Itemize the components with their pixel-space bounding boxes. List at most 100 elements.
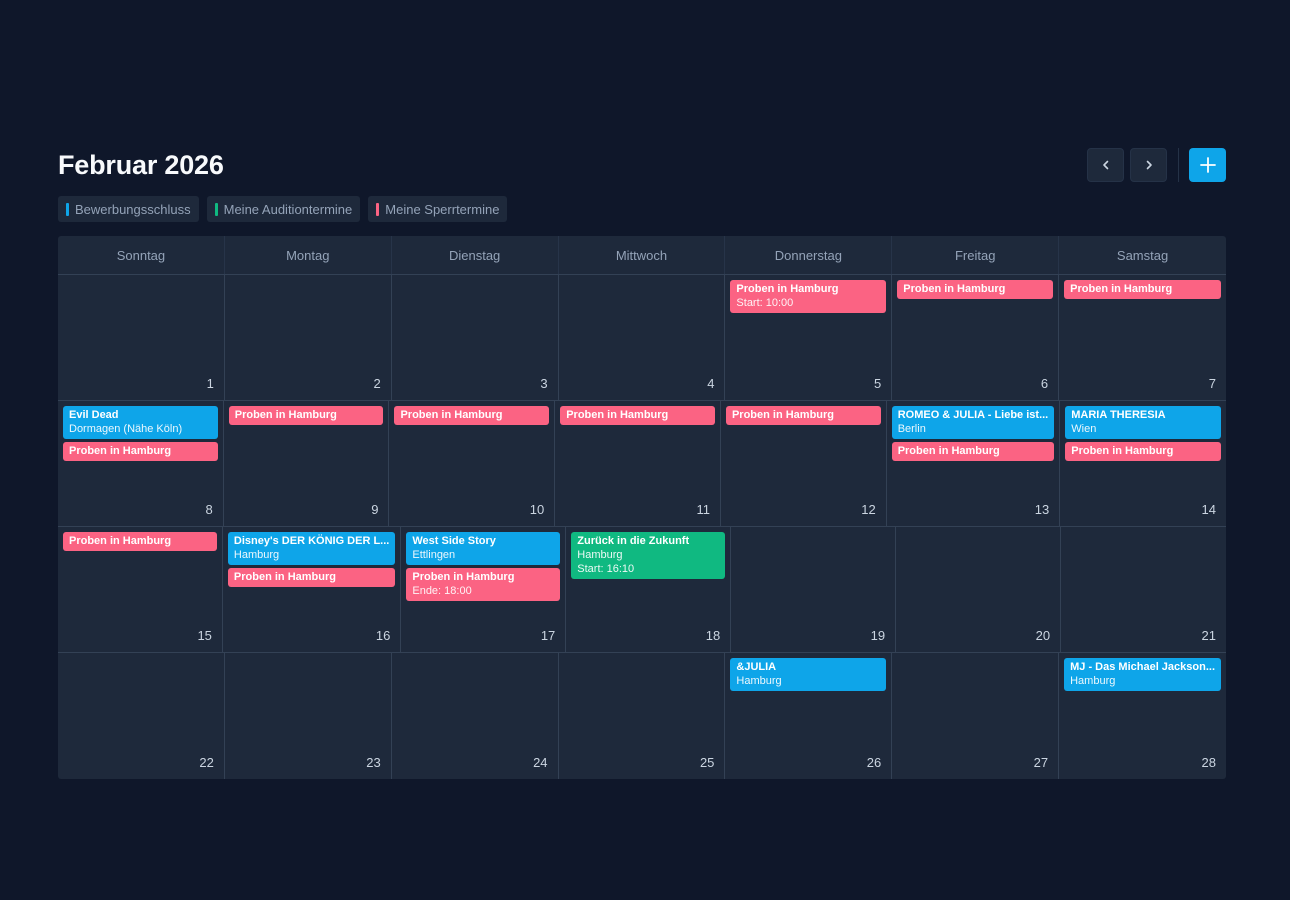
event-title: Proben in Hamburg: [233, 571, 336, 583]
calendar-nav: [1081, 148, 1226, 182]
legend-item[interactable]: Meine Sperrtermine: [368, 196, 508, 222]
calendar-day-cell[interactable]: ROMEO & JULIA - Liebe ist... Berlin Proben…: [887, 401, 1061, 526]
calendar-day-cell[interactable]: 20: [896, 527, 1062, 652]
calendar-day-cell[interactable]: 24: [392, 653, 559, 779]
calendar-day-cell[interactable]: Proben in Hamburg 9: [224, 401, 390, 526]
calendar-day-cell[interactable]: Proben in Hamburg 10: [389, 401, 556, 526]
event-title: MJ - Das Michael Jackson...: [1070, 661, 1215, 673]
calendar-page: Februar 2026 Bewerbungsschluss Meine Audi…: [58, 148, 1226, 779]
calendar-day-cell[interactable]: Proben in Hamburg Start: 10:00 5: [725, 275, 893, 400]
plus-icon: [1199, 157, 1216, 173]
calendar-event[interactable]: Proben in Hamburg: [1064, 280, 1221, 299]
calendar-day-cell[interactable]: 22: [58, 653, 225, 779]
calendar-day-cell[interactable]: MJ - Das Michael Jackson... Hamburg 28: [1059, 653, 1226, 779]
weekday-label: Donnerstag: [725, 236, 893, 274]
calendar-day-cell[interactable]: 19: [731, 527, 897, 652]
day-number: 17: [540, 628, 556, 643]
calendar-week-row: Proben in Hamburg 15 Disney's DER KÖNIG DE…: [58, 527, 1226, 653]
calendar-day-cell[interactable]: 25: [559, 653, 726, 779]
calendar-event[interactable]: Zurück in die Zukunft Hamburg Start: 16:10: [571, 532, 726, 579]
event-title: Proben in Hamburg: [736, 283, 839, 295]
day-number: 14: [1201, 502, 1216, 517]
calendar-event[interactable]: West Side Story Ettlingen: [406, 532, 561, 565]
calendar-day-cell[interactable]: 23: [225, 653, 392, 779]
calendar-event[interactable]: Evil Dead Dormagen (Nähe Köln): [63, 406, 218, 439]
event-detail: Hamburg: [577, 549, 623, 561]
calendar-event[interactable]: Proben in Hamburg: [63, 532, 217, 551]
calendar-grid: Sonntag Montag Dienstag Mittwoch Donnerstag F…: [58, 236, 1226, 779]
legend-item[interactable]: Meine Auditiontermine: [206, 196, 361, 222]
calendar-weeks: 1 2 3 4 Proben in Hamburg Start: 10:00 5 Proben…: [58, 275, 1226, 779]
legend-item[interactable]: Bewerbungsschluss: [58, 196, 199, 222]
calendar-day-cell[interactable]: 21: [1061, 527, 1226, 652]
day-number: 21: [1201, 628, 1216, 643]
event-title: Proben in Hamburg: [1070, 283, 1173, 295]
calendar-day-cell[interactable]: 1: [58, 275, 225, 400]
calendar-event[interactable]: Proben in Hamburg: [227, 568, 396, 587]
calendar-event[interactable]: ROMEO & JULIA - Liebe ist... Berlin: [891, 406, 1055, 439]
weekday-label: Freitag: [892, 236, 1060, 274]
calendar-day-cell[interactable]: MARIA THERESIA Wien Proben in Hamburg 14: [1060, 401, 1226, 526]
event-detail: Berlin: [897, 423, 926, 435]
event-title: Proben in Hamburg: [566, 409, 669, 421]
calendar-day-cell[interactable]: 2: [225, 275, 392, 400]
calendar-event[interactable]: MJ - Das Michael Jackson... Hamburg: [1064, 658, 1221, 691]
calendar-day-cell[interactable]: Proben in Hamburg 15: [58, 527, 223, 652]
event-detail: Wien: [1071, 423, 1097, 435]
day-number: 24: [533, 755, 548, 770]
calendar-event[interactable]: MARIA THERESIA Wien: [1065, 406, 1221, 439]
day-number: 11: [696, 502, 710, 517]
weekday-label: Dienstag: [392, 236, 559, 274]
calendar-event[interactable]: Proben in Hamburg: [560, 406, 715, 425]
prev-month-button[interactable]: [1087, 148, 1124, 182]
calendar-event[interactable]: Proben in Hamburg Start: 10:00: [730, 280, 887, 313]
event-title: Proben in Hamburg: [69, 445, 172, 457]
calendar-week-row: Evil Dead Dormagen (Nähe Köln) Proben in H…: [58, 401, 1226, 527]
event-title: MARIA THERESIA: [1071, 409, 1166, 421]
calendar-event[interactable]: Proben in Hamburg: [1065, 442, 1221, 461]
calendar-day-cell[interactable]: 27: [892, 653, 1060, 779]
weekday-header: Sonntag Montag Dienstag Mittwoch Donnerstag F…: [58, 236, 1226, 275]
page-title: Februar 2026: [58, 150, 224, 180]
calendar-event[interactable]: Proben in Hamburg: [725, 406, 881, 425]
calendar-day-cell[interactable]: 3: [392, 275, 559, 400]
calendar-day-cell[interactable]: Proben in Hamburg 6: [892, 275, 1060, 400]
calendar-event[interactable]: Disney's DER KÖNIG DER L... Hamburg: [227, 532, 396, 565]
calendar-day-cell[interactable]: Disney's DER KÖNIG DER L... Hamburg Proben…: [223, 527, 402, 652]
day-number: 2: [373, 376, 381, 391]
weekday-label: Mittwoch: [559, 236, 726, 274]
calendar-day-cell[interactable]: Evil Dead Dormagen (Nähe Köln) Proben in H…: [58, 401, 224, 526]
chevron-right-icon: [1146, 160, 1152, 170]
event-title: Proben in Hamburg: [69, 535, 172, 547]
calendar-event[interactable]: &JULIA Hamburg: [730, 658, 887, 691]
event-title: Proben in Hamburg: [903, 283, 1006, 295]
calendar-event[interactable]: Proben in Hamburg: [63, 442, 218, 461]
calendar-event[interactable]: Proben in Hamburg: [897, 280, 1054, 299]
add-event-button[interactable]: [1189, 148, 1226, 182]
weekday-label: Sonntag: [58, 236, 225, 274]
calendar-event[interactable]: Proben in Hamburg: [228, 406, 384, 425]
calendar-day-cell[interactable]: Proben in Hamburg 7: [1059, 275, 1226, 400]
legend-label: Meine Auditiontermine: [223, 201, 353, 217]
day-number: 25: [699, 755, 715, 770]
day-number: 22: [199, 755, 214, 770]
day-number: 10: [529, 502, 545, 517]
event-title: &JULIA: [736, 661, 777, 673]
legend-label: Meine Sperrtermine: [385, 201, 500, 217]
calendar-event[interactable]: Proben in Hamburg: [891, 442, 1055, 461]
next-month-button[interactable]: [1130, 148, 1167, 182]
legend-color-bar: [214, 202, 218, 216]
event-detail: Dormagen (Nähe Köln): [69, 423, 183, 435]
calendar-day-cell[interactable]: Proben in Hamburg 12: [721, 401, 887, 526]
calendar-day-cell[interactable]: West Side Story Ettlingen Proben in Hambur…: [401, 527, 567, 652]
calendar-day-cell[interactable]: 4: [559, 275, 726, 400]
calendar-day-cell[interactable]: Proben in Hamburg 11: [555, 401, 721, 526]
day-number: 1: [206, 376, 214, 391]
day-number: 8: [205, 502, 213, 517]
event-title: Proben in Hamburg: [412, 571, 515, 583]
calendar-event[interactable]: Proben in Hamburg Ende: 18:00: [406, 568, 561, 601]
calendar-event[interactable]: Proben in Hamburg: [394, 406, 550, 425]
event-detail: Ettlingen: [412, 549, 456, 561]
calendar-day-cell[interactable]: Zurück in die Zukunft Hamburg Start: 16:10…: [566, 527, 732, 652]
calendar-day-cell[interactable]: &JULIA Hamburg 26: [725, 653, 893, 779]
